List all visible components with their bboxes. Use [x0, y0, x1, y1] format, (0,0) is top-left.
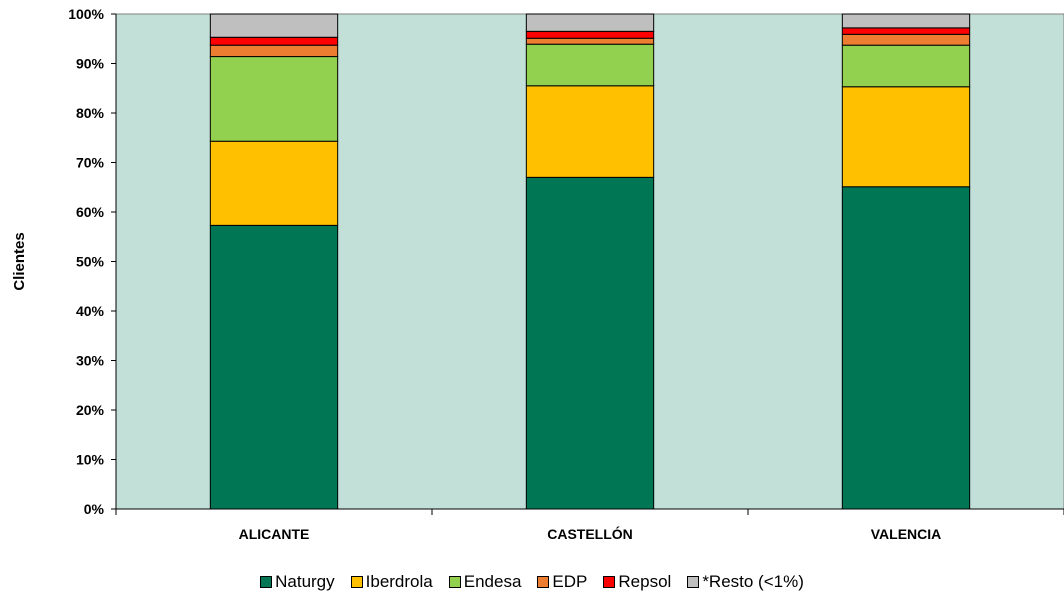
legend-item: Endesa [448, 572, 522, 592]
bar-segment [841, 86, 971, 188]
bar-segment [209, 36, 339, 46]
y-tick-label: 30% [76, 353, 105, 369]
y-tick-label: 90% [76, 56, 105, 72]
bar-segment [209, 140, 339, 226]
chart-canvas: 0% 10% 20% 30% 40% 50% 60% 70% 80% 90% 100% Cliente… [11, 6, 1064, 542]
legend-swatch [260, 576, 273, 588]
legend: Naturgy Iberdrola Endesa EDP Repsol *Resto (<… [0, 570, 1064, 594]
y-tick-label: 10% [76, 452, 105, 468]
legend-label: *Resto (<1%) [702, 572, 804, 591]
y-tick-label: 40% [76, 303, 105, 319]
y-tick-label: 20% [76, 402, 105, 418]
bar-segment [841, 13, 971, 29]
bar-segment [525, 30, 655, 39]
bar-segment [209, 224, 339, 510]
legend-label: Repsol [618, 572, 672, 591]
bar-segment [209, 44, 339, 58]
bar-segment [841, 186, 971, 510]
y-tick-label: 60% [76, 204, 105, 220]
legend-swatch [537, 576, 550, 588]
legend-swatch [603, 576, 616, 588]
bar-segment [525, 37, 655, 45]
bar-segment [525, 43, 655, 87]
bar-segment [525, 176, 655, 510]
x-category-label: CASTELLÓN [547, 525, 633, 542]
legend-item: Naturgy [260, 572, 335, 592]
legend-swatch [687, 576, 700, 588]
x-category-label: VALENCIA [871, 526, 942, 542]
bar-segment [841, 33, 971, 46]
bar-segment [525, 13, 655, 32]
bar-segment [209, 13, 339, 38]
y-tick-label: 80% [76, 105, 105, 121]
legend-swatch [448, 576, 461, 588]
legend-item: *Resto (<1%) [687, 572, 804, 592]
bar-segment [525, 85, 655, 178]
y-tick-label: 0% [84, 501, 105, 517]
y-tick-label: 70% [76, 155, 105, 171]
legend-label: Endesa [463, 572, 522, 591]
y-tick-label: 50% [76, 254, 105, 270]
bar-segment [841, 27, 971, 35]
legend-label: Naturgy [275, 572, 335, 591]
y-axis-title: Clientes [11, 232, 28, 290]
legend-item: EDP [537, 572, 587, 592]
y-tick-label: 100% [68, 6, 104, 22]
legend-swatch [350, 576, 363, 588]
legend-label: Iberdrola [365, 572, 433, 591]
bar-segment [209, 56, 339, 142]
legend-item: Iberdrola [350, 572, 433, 592]
legend-item: Repsol [603, 572, 671, 592]
bar-segment [841, 44, 971, 88]
legend-label: EDP [552, 572, 588, 591]
x-category-label: ALICANTE [239, 526, 310, 542]
